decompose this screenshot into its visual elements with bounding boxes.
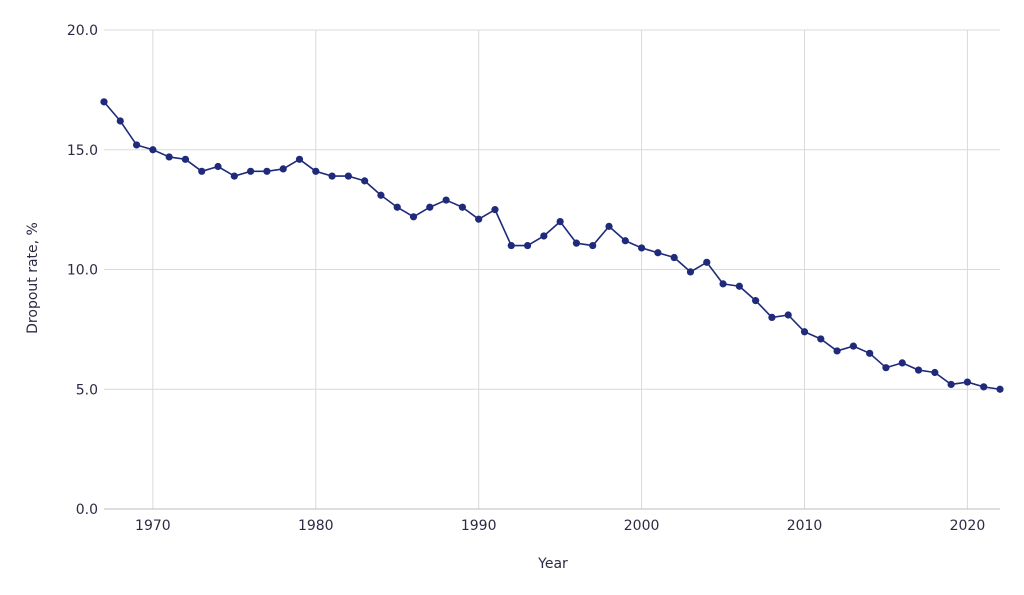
x-tick-label: 2020	[950, 518, 986, 534]
data-point[interactable]	[882, 364, 890, 372]
data-point[interactable]	[312, 167, 320, 175]
y-tick-label: 5.0	[76, 382, 98, 398]
data-point[interactable]	[752, 297, 760, 305]
data-point[interactable]	[247, 167, 255, 175]
data-point[interactable]	[393, 203, 401, 211]
tick-labels: 0.0 5.0 10.0 15.0 20.0 1970 1980 1990 2000 2010 20…	[67, 23, 985, 534]
data-point[interactable]	[621, 237, 629, 245]
data-point[interactable]	[996, 385, 1004, 393]
data-point[interactable]	[165, 153, 173, 161]
data-point[interactable]	[768, 313, 776, 321]
data-point[interactable]	[491, 206, 499, 214]
data-point[interactable]	[263, 167, 271, 175]
data-point[interactable]	[230, 172, 238, 180]
data-point[interactable]	[279, 165, 287, 173]
data-point[interactable]	[866, 349, 874, 357]
data-point[interactable]	[458, 203, 466, 211]
data-point[interactable]	[556, 218, 564, 226]
x-tick-label: 1990	[461, 518, 497, 534]
data-point[interactable]	[295, 155, 304, 163]
data-point[interactable]	[523, 241, 532, 250]
data-point[interactable]	[686, 268, 695, 276]
data-point[interactable]	[980, 383, 988, 391]
data-point[interactable]	[605, 222, 613, 230]
data-point[interactable]	[361, 177, 369, 185]
data-point[interactable]	[181, 155, 190, 163]
data-point[interactable]	[817, 335, 825, 343]
data-point[interactable]	[116, 117, 124, 125]
series-line	[103, 101, 1001, 391]
data-point[interactable]	[638, 244, 646, 252]
data-point[interactable]	[540, 232, 548, 240]
data-point[interactable]	[670, 253, 678, 262]
data-point[interactable]	[409, 213, 418, 221]
data-point[interactable]	[800, 328, 809, 336]
data-point[interactable]	[654, 249, 662, 257]
data-point[interactable]	[963, 378, 972, 386]
data-point[interactable]	[475, 215, 483, 223]
data-point[interactable]	[328, 172, 336, 180]
y-tick-label: 10.0	[67, 263, 98, 279]
series-dropout-rate	[100, 98, 1004, 393]
data-point[interactable]	[149, 146, 157, 154]
data-point[interactable]	[377, 191, 385, 199]
x-tick-label: 1970	[135, 518, 171, 534]
data-point[interactable]	[833, 347, 841, 355]
data-point[interactable]	[442, 196, 450, 204]
x-axis-title: Year	[537, 556, 568, 572]
y-tick-label: 15.0	[67, 143, 98, 159]
data-point[interactable]	[198, 167, 206, 175]
data-point[interactable]	[344, 172, 352, 180]
data-point[interactable]	[914, 366, 923, 374]
data-point[interactable]	[572, 239, 581, 247]
data-point[interactable]	[703, 258, 711, 266]
data-point[interactable]	[849, 342, 857, 350]
x-tick-label: 1980	[298, 518, 334, 534]
y-axis-title: Dropout rate, %	[25, 222, 41, 334]
data-point[interactable]	[735, 282, 743, 290]
data-point[interactable]	[898, 359, 906, 367]
y-tick-label: 20.0	[67, 23, 98, 39]
data-point[interactable]	[719, 280, 727, 288]
data-point[interactable]	[589, 241, 597, 250]
data-point[interactable]	[426, 203, 434, 211]
data-point[interactable]	[947, 380, 955, 389]
x-tick-label: 2010	[787, 518, 823, 534]
data-point[interactable]	[931, 368, 939, 377]
data-point[interactable]	[784, 311, 792, 319]
data-point[interactable]	[132, 141, 141, 149]
grid	[104, 29, 1000, 509]
x-tick-label: 2000	[624, 518, 660, 534]
y-tick-label: 0.0	[76, 502, 98, 518]
data-point[interactable]	[507, 241, 515, 250]
data-point[interactable]	[214, 162, 222, 171]
data-point[interactable]	[100, 98, 108, 106]
